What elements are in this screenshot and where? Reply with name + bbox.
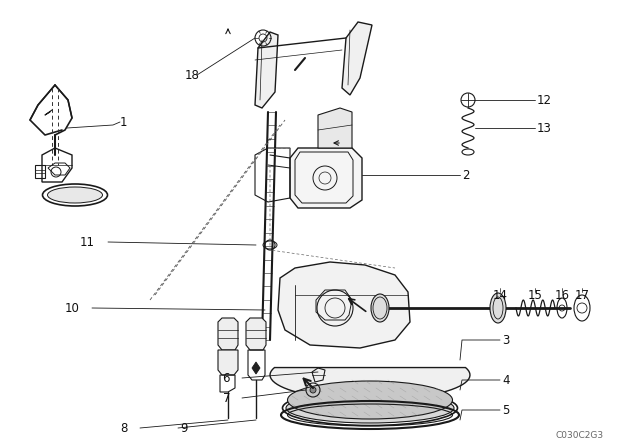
Text: 2: 2 [462,168,470,181]
Text: 11: 11 [80,236,95,249]
Text: 12: 12 [537,94,552,107]
Ellipse shape [47,187,102,203]
Text: 4: 4 [502,374,509,387]
Polygon shape [278,262,410,348]
Polygon shape [270,367,470,400]
Text: 5: 5 [502,404,509,417]
Text: 10: 10 [65,302,80,314]
Text: 15: 15 [527,289,543,302]
Ellipse shape [286,393,454,423]
Ellipse shape [371,294,389,322]
Ellipse shape [490,293,506,323]
Circle shape [310,387,316,393]
Polygon shape [246,318,266,350]
Polygon shape [255,32,278,108]
Polygon shape [290,148,362,208]
Text: 17: 17 [575,289,589,302]
Text: 9: 9 [180,422,188,435]
Text: 6: 6 [223,371,230,384]
Polygon shape [318,108,352,148]
Polygon shape [218,318,238,350]
Text: 13: 13 [537,121,552,134]
Text: 14: 14 [493,289,508,302]
Ellipse shape [287,381,452,419]
Polygon shape [342,22,372,95]
Polygon shape [252,362,260,374]
Text: 3: 3 [502,333,509,346]
Text: 1: 1 [120,116,127,129]
Text: C030C2G3: C030C2G3 [556,431,604,439]
Text: 7: 7 [223,392,230,405]
Polygon shape [218,350,238,375]
Text: 18: 18 [185,69,200,82]
Text: 8: 8 [120,422,128,435]
Text: 16: 16 [554,289,570,302]
